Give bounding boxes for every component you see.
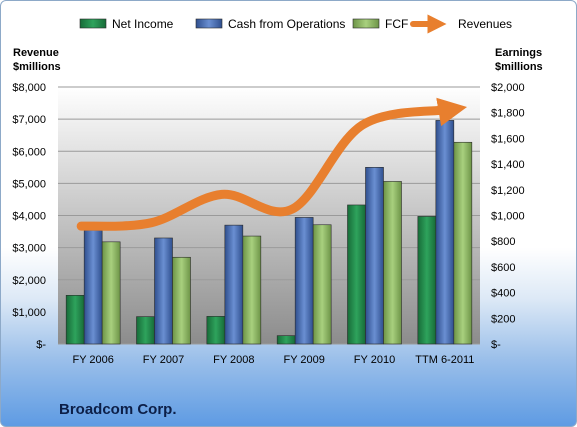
cash-from-operations-bar [365, 167, 384, 345]
x-tick-label: FY 2009 [283, 354, 324, 366]
right-tick-label: $1,000 [491, 211, 525, 223]
right-tick-label: $600 [491, 262, 515, 274]
legend-label-revenues: Revenues [458, 17, 512, 31]
legend: Net Income Cash from Operations FCF Revenue… [79, 14, 512, 34]
legend-swatch-fcf [352, 18, 380, 29]
revenue-line-group [76, 97, 468, 231]
net-income-bar [206, 316, 226, 345]
legend-label-net-income: Net Income [112, 17, 174, 31]
right-tick-label: $1,400 [491, 159, 525, 171]
cash-from-operations-bar [154, 237, 173, 345]
right-tick-label: $200 [491, 313, 515, 325]
left-axis-ticks: $- $1,000 $2,000 $3,000 $4,000 $5,000 $6,000 $7… [12, 82, 46, 351]
left-tick-label: $7,000 [12, 114, 46, 126]
net-income-bar [347, 204, 366, 345]
cash-from-operations-bar [435, 120, 455, 345]
net-income-bar [417, 216, 437, 345]
fcf-bar [242, 235, 262, 345]
fcf-bar [383, 181, 402, 345]
right-tick-label: $800 [491, 236, 515, 248]
fcf-bar [172, 256, 191, 345]
left-axis-title-line2: $millions [13, 61, 61, 73]
left-tick-label: $8,000 [12, 82, 46, 94]
fcf-bar [453, 141, 473, 345]
left-tick-label: $1,000 [12, 307, 46, 319]
x-tick-label: FY 2007 [143, 354, 184, 366]
left-tick-label: $5,000 [12, 178, 46, 190]
left-tick-label: $6,000 [12, 146, 46, 158]
legend-label-cash-from-operations: Cash from Operations [228, 17, 345, 31]
net-income-bar [276, 335, 296, 345]
right-tick-label: $1,600 [491, 133, 525, 145]
right-axis-title-line1: Earnings [495, 47, 542, 59]
right-axis-title-line2: $millions [495, 61, 543, 73]
fcf-bar [312, 224, 332, 345]
x-tick-label: FY 2006 [72, 354, 113, 366]
left-tick-label: $3,000 [12, 243, 46, 255]
legend-swatch-net-income [79, 18, 107, 29]
net-income-bar [136, 316, 155, 345]
left-axis-title-line1: Revenue [13, 47, 59, 59]
fcf-bar [101, 241, 121, 345]
company-name: Broadcom Corp. [59, 401, 177, 418]
left-tick-label: $4,000 [12, 211, 46, 223]
cash-from-operations-bar [224, 224, 244, 345]
bars [65, 120, 473, 345]
left-tick-label: $2,000 [12, 275, 46, 287]
right-tick-label: $- [491, 339, 501, 351]
x-tick-label: FY 2008 [213, 354, 254, 366]
right-tick-label: $400 [491, 288, 515, 300]
x-tick-label: TTM 6-2011 [415, 354, 474, 366]
right-tick-label: $1,200 [491, 185, 525, 197]
right-axis-ticks: $- $200 $400 $600 $800 $1,000 $1,200 $1,400 $1,6… [491, 82, 525, 351]
cash-from-operations-bar [83, 229, 103, 345]
right-tick-label: $1,800 [491, 108, 525, 120]
x-axis-labels: FY 2006 FY 2007 FY 2008 FY 2009 FY 2010 TTM 6… [72, 354, 474, 366]
net-income-bar [65, 294, 85, 345]
x-tick-label: FY 2010 [354, 354, 395, 366]
revenues-line [76, 97, 468, 231]
cash-from-operations-bar [294, 217, 314, 345]
legend-swatch-cash-from-operations [195, 18, 223, 29]
legend-label-fcf: FCF [385, 17, 408, 31]
left-tick-label: $- [36, 339, 46, 351]
gridlines [58, 86, 480, 345]
right-tick-label: $2,000 [491, 82, 525, 94]
